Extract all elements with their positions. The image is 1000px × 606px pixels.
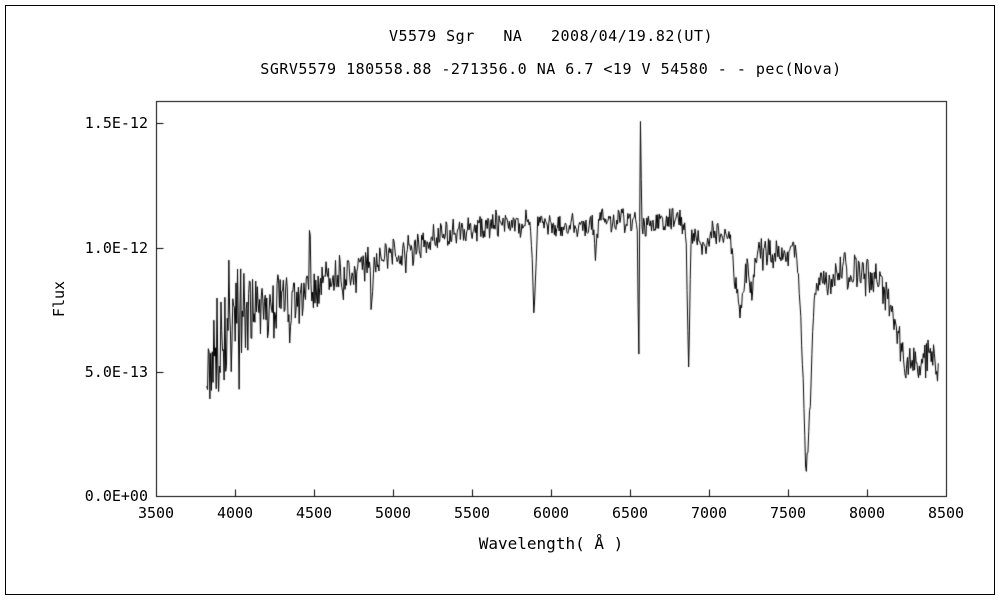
x-tick-label: 6500 bbox=[611, 504, 649, 522]
x-axis-tick-labels: 3500 4000 4500 5000 5500 6000 6500 7000 7500 8000… bbox=[6, 504, 1000, 524]
chart-titles: V5579 Sgr NA 2008/04/19.82(UT) SGRV5579 … bbox=[156, 20, 946, 86]
y-tick-label: 1.0E-12 bbox=[84, 238, 148, 257]
x-tick-label: 7000 bbox=[690, 504, 728, 522]
y-axis-tick-labels: 0.0E+00 5.0E-13 1.0E-12 1.5E-12 bbox=[6, 6, 148, 606]
y-tick-label: 5.0E-13 bbox=[84, 362, 148, 381]
x-tick-label: 4000 bbox=[216, 504, 254, 522]
x-tick-label: 5500 bbox=[453, 504, 491, 522]
x-tick-label: 8500 bbox=[927, 504, 965, 522]
spectrum-plot-canvas bbox=[6, 6, 1000, 606]
chart-title: V5579 Sgr NA 2008/04/19.82(UT) bbox=[388, 27, 714, 45]
y-tick-label: 0.0E+00 bbox=[84, 487, 148, 505]
x-tick-label: 5000 bbox=[374, 504, 412, 522]
x-tick-label: 6000 bbox=[532, 504, 570, 522]
y-tick-label: 1.5E-12 bbox=[84, 114, 148, 133]
x-tick-label: 7500 bbox=[769, 504, 807, 522]
x-tick-label: 3500 bbox=[137, 504, 175, 522]
x-tick-label: 8000 bbox=[848, 504, 886, 522]
x-tick-label: 4500 bbox=[295, 504, 333, 522]
chart-subtitle: SGRV5579 180558.88 -271356.0 NA 6.7 <19 … bbox=[260, 60, 842, 78]
x-axis-label: Wavelength( Å ) bbox=[478, 534, 624, 553]
figure-frame: V5579 Sgr NA 2008/04/19.82(UT) SGRV5579 … bbox=[5, 5, 1000, 606]
